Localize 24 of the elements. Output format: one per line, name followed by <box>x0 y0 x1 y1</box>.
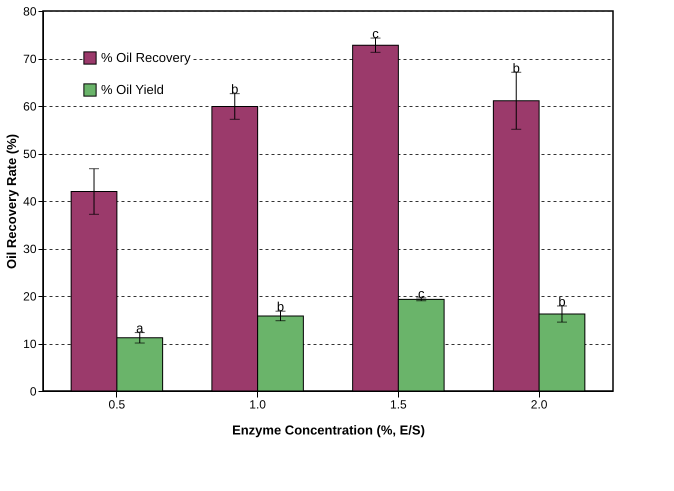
x-axis-title: Enzyme Concentration (%, E/S) <box>232 422 425 438</box>
annotation: b <box>558 294 566 309</box>
annotation: c <box>418 286 425 301</box>
annotation: a <box>136 320 144 336</box>
x-tick-label: 1.5 <box>390 398 408 412</box>
x-tick-label: 2.0 <box>530 398 548 412</box>
y-tick-label: 60 <box>23 100 37 114</box>
y-tick-label: 30 <box>23 242 37 256</box>
y-tick-label: 20 <box>23 290 37 304</box>
annotation: b <box>512 60 520 76</box>
legend-label: % Oil Yield <box>101 82 164 97</box>
y-tick-label: 80 <box>23 4 37 18</box>
y-tick-label: 10 <box>23 337 37 351</box>
legend-label: % Oil Recovery <box>101 50 192 65</box>
y-tick-label: 40 <box>23 194 37 208</box>
annotation: c <box>372 26 380 42</box>
y-tick-label: 70 <box>23 52 37 66</box>
x-tick-label: 0.5 <box>108 398 126 412</box>
y-axis-title: Oil Recovery Rate (%) <box>4 134 20 270</box>
annotation: b <box>276 299 284 314</box>
x-tick-label: 1.0 <box>249 398 266 412</box>
y-tick-label: 50 <box>23 147 37 161</box>
annotation: b <box>231 82 238 97</box>
y-tick-label: 0 <box>30 384 37 398</box>
